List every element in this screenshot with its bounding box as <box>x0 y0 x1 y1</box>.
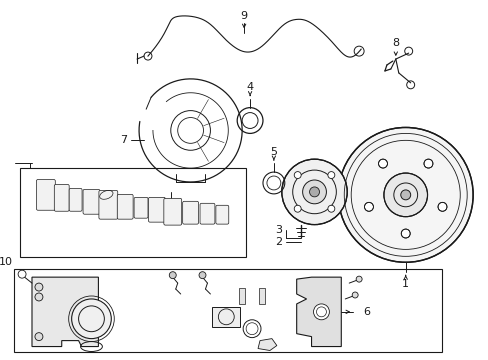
FancyBboxPatch shape <box>215 205 228 224</box>
Circle shape <box>72 299 111 339</box>
Circle shape <box>302 180 326 204</box>
Circle shape <box>35 293 43 301</box>
Circle shape <box>423 159 432 168</box>
Polygon shape <box>296 277 341 347</box>
FancyBboxPatch shape <box>37 180 55 210</box>
FancyBboxPatch shape <box>54 184 69 211</box>
FancyBboxPatch shape <box>117 194 133 219</box>
Text: 8: 8 <box>391 38 399 48</box>
Circle shape <box>313 304 329 320</box>
Circle shape <box>199 272 205 279</box>
FancyBboxPatch shape <box>69 188 82 211</box>
Polygon shape <box>32 277 98 347</box>
FancyBboxPatch shape <box>99 190 118 219</box>
Circle shape <box>294 205 301 212</box>
Circle shape <box>437 202 446 211</box>
Text: 4: 4 <box>246 82 253 92</box>
Circle shape <box>351 292 357 298</box>
FancyBboxPatch shape <box>183 201 198 224</box>
Circle shape <box>401 229 409 238</box>
Text: 1: 1 <box>402 279 408 289</box>
Circle shape <box>18 270 26 278</box>
Text: 5: 5 <box>270 147 277 157</box>
Circle shape <box>169 272 176 279</box>
Text: 7: 7 <box>120 135 126 145</box>
Bar <box>239 288 244 304</box>
FancyBboxPatch shape <box>148 197 165 222</box>
FancyBboxPatch shape <box>200 203 214 224</box>
Text: 3: 3 <box>275 225 282 235</box>
Circle shape <box>355 276 362 282</box>
Circle shape <box>309 187 319 197</box>
Circle shape <box>364 202 373 211</box>
Text: 10: 10 <box>0 257 13 267</box>
Circle shape <box>294 172 301 179</box>
FancyBboxPatch shape <box>134 197 148 218</box>
Circle shape <box>281 159 346 225</box>
Bar <box>212 307 240 327</box>
Text: 2: 2 <box>275 238 282 247</box>
Circle shape <box>378 159 386 168</box>
Bar <box>14 269 442 352</box>
Text: 9: 9 <box>240 12 247 22</box>
Polygon shape <box>258 339 276 351</box>
Bar <box>20 168 245 257</box>
Circle shape <box>35 333 43 341</box>
Text: 10: 10 <box>152 202 165 212</box>
Circle shape <box>35 283 43 291</box>
Circle shape <box>338 127 472 262</box>
Bar <box>259 288 264 304</box>
Circle shape <box>383 173 427 217</box>
Text: 6: 6 <box>363 307 369 317</box>
FancyBboxPatch shape <box>83 189 100 214</box>
Circle shape <box>400 190 410 200</box>
FancyBboxPatch shape <box>163 198 182 225</box>
Circle shape <box>327 205 334 212</box>
Circle shape <box>327 172 334 179</box>
